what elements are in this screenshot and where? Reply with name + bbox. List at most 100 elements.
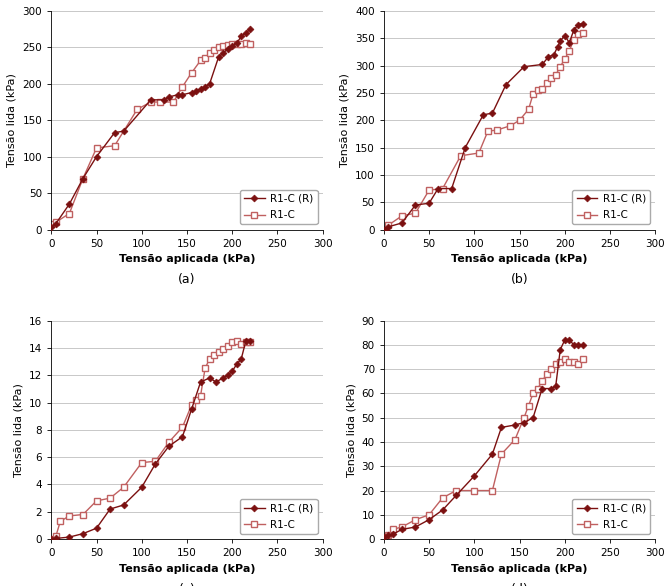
R1-C	[179, 83, 187, 90]
R1-C	[560, 356, 569, 363]
R1-C	[187, 69, 196, 76]
R1-C (R)	[570, 341, 578, 348]
R1-C	[570, 36, 578, 43]
R1-C	[169, 98, 177, 105]
R1-C	[196, 57, 204, 64]
R1-C	[380, 226, 388, 233]
R1-C (R)	[565, 336, 573, 343]
R1-C	[552, 71, 560, 79]
R1-C (R)	[425, 200, 433, 207]
R1-C (R)	[79, 530, 87, 537]
R1-C	[529, 90, 537, 97]
R1-C (R)	[461, 144, 469, 151]
R1-C	[242, 339, 250, 346]
R1-C	[534, 385, 542, 392]
R1-C (R)	[224, 372, 232, 379]
Y-axis label: Tensão lida (kPa): Tensão lida (kPa)	[7, 73, 17, 167]
R1-C	[570, 358, 578, 365]
R1-C (R)	[233, 361, 241, 368]
R1-C (R)	[547, 385, 555, 392]
R1-C (R)	[575, 341, 583, 348]
R1-C	[224, 343, 232, 350]
R1-C	[79, 511, 87, 518]
R1-C	[156, 98, 164, 105]
R1-C (R)	[565, 39, 573, 46]
R1-C (R)	[556, 346, 564, 353]
R1-C	[219, 42, 227, 49]
Text: (c): (c)	[179, 583, 196, 586]
R1-C	[79, 175, 87, 182]
R1-C	[233, 40, 241, 47]
R1-C (R)	[479, 111, 487, 118]
R1-C	[560, 56, 569, 63]
R1-C (R)	[570, 26, 578, 33]
R1-C (R)	[228, 42, 237, 49]
R1-C	[247, 40, 255, 47]
R1-C	[538, 378, 546, 385]
R1-C	[233, 338, 241, 345]
R1-C	[228, 339, 237, 346]
R1-C (R)	[384, 532, 392, 539]
R1-C	[579, 356, 587, 363]
R1-C (R)	[489, 110, 497, 117]
R1-C (R)	[398, 526, 406, 533]
R1-C	[425, 187, 433, 194]
R1-C	[247, 339, 255, 346]
R1-C	[457, 152, 465, 159]
R1-C	[493, 127, 501, 134]
R1-C (R)	[224, 45, 232, 52]
R1-C	[411, 516, 419, 523]
R1-C	[556, 63, 564, 70]
R1-C (R)	[497, 424, 505, 431]
R1-C	[398, 212, 406, 219]
R1-C	[384, 532, 392, 539]
R1-C (R)	[380, 533, 388, 540]
X-axis label: Tensão aplicada (kPa): Tensão aplicada (kPa)	[119, 254, 255, 264]
Y-axis label: Tensão lida (kPa): Tensão lida (kPa)	[346, 383, 356, 477]
R1-C	[214, 349, 222, 356]
R1-C (R)	[511, 421, 519, 428]
R1-C (R)	[201, 83, 209, 90]
R1-C	[196, 392, 204, 399]
R1-C	[425, 512, 433, 519]
Text: (d): (d)	[511, 583, 528, 586]
R1-C	[380, 533, 388, 540]
R1-C (R)	[560, 336, 569, 343]
R1-C	[511, 436, 519, 443]
Y-axis label: Tensão lida (kPa): Tensão lida (kPa)	[339, 73, 349, 167]
R1-C (R)	[560, 32, 569, 39]
R1-C (R)	[192, 87, 200, 94]
R1-C (R)	[93, 153, 101, 160]
R1-C (R)	[174, 91, 182, 98]
R1-C	[201, 54, 209, 61]
R1-C	[106, 495, 114, 502]
R1-C	[93, 498, 101, 505]
R1-C	[93, 144, 101, 151]
X-axis label: Tensão aplicada (kPa): Tensão aplicada (kPa)	[119, 564, 255, 574]
R1-C (R)	[187, 406, 196, 413]
R1-C (R)	[179, 433, 187, 440]
R1-C (R)	[120, 128, 128, 135]
R1-C	[398, 523, 406, 530]
R1-C (R)	[411, 523, 419, 530]
R1-C	[542, 370, 550, 377]
R1-C (R)	[219, 50, 227, 57]
Line: R1-C: R1-C	[380, 30, 586, 233]
R1-C (R)	[520, 419, 528, 426]
R1-C	[547, 74, 555, 81]
R1-C	[384, 222, 392, 229]
Y-axis label: Tensão lida (kPa): Tensão lida (kPa)	[13, 383, 24, 477]
R1-C	[452, 487, 460, 494]
R1-C	[47, 536, 55, 543]
R1-C	[47, 221, 55, 228]
R1-C	[439, 495, 447, 502]
R1-C (R)	[579, 20, 587, 27]
R1-C (R)	[120, 502, 128, 509]
R1-C	[507, 122, 515, 130]
R1-C	[489, 487, 497, 494]
R1-C	[575, 30, 583, 38]
R1-C (R)	[151, 461, 159, 468]
R1-C (R)	[214, 53, 222, 60]
R1-C (R)	[47, 224, 55, 231]
R1-C	[120, 483, 128, 490]
